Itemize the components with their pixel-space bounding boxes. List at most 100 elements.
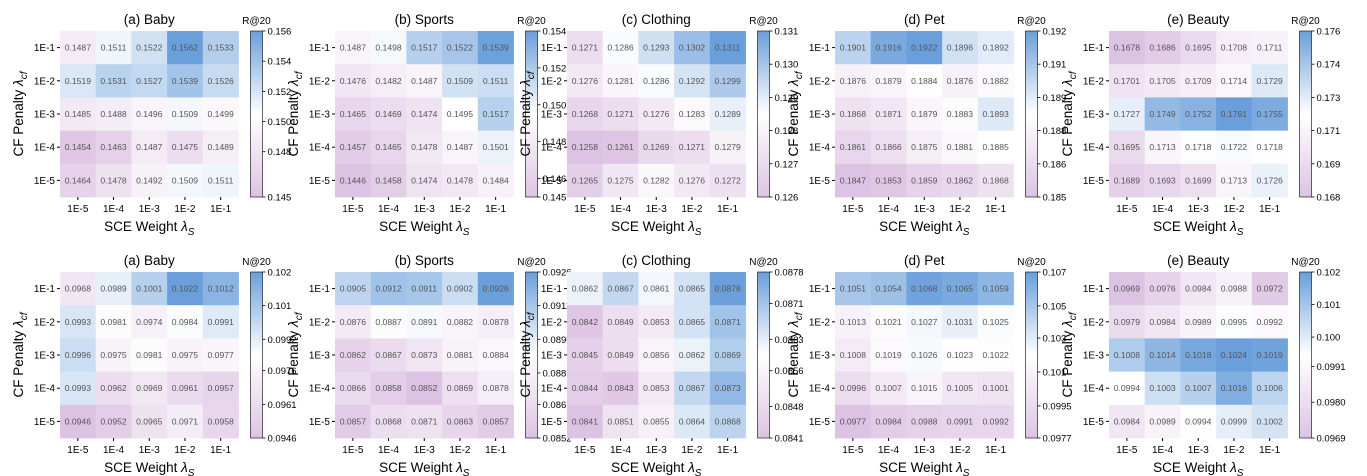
heatmap-cell	[977, 305, 1014, 339]
heatmap-cell	[406, 305, 443, 339]
heatmap-cell	[1180, 404, 1217, 439]
heatmap-cell	[906, 404, 943, 439]
cell-value-label: 0.0977	[840, 416, 867, 426]
cell-value-label: 0.0977	[208, 350, 235, 360]
y-tick-label: 1E-2	[34, 76, 56, 87]
cell-value-label: 0.1485	[65, 109, 92, 119]
cell-value-label: 0.0991	[208, 317, 235, 327]
cell-value-label: 0.0984	[1149, 317, 1176, 327]
heatmap-cell	[406, 64, 443, 98]
cell-value-label: 0.1258	[572, 142, 599, 152]
colorbar-tick-label: 0.152	[268, 87, 292, 98]
heatmap-cell	[942, 130, 979, 165]
heatmap-cell	[977, 97, 1014, 131]
colorbar-metric-label: N@20	[242, 257, 271, 268]
cell-value-label: 0.1884	[911, 76, 938, 86]
cell-value-label: 0.0976	[1149, 284, 1176, 294]
heatmap-panel: (b) Sports 0.0905 0.0912 0.0911 0.0902 0.0926…	[309, 253, 572, 456]
heatmap-panel: (c) Clothing 0.0862 0.0867 0.0861 0.0865 0.08…	[541, 253, 804, 456]
heatmap-cell	[477, 31, 514, 65]
heatmap-cell	[370, 338, 407, 372]
cell-value-label: 0.1517	[483, 109, 510, 119]
cell-value-label: 0.1002	[1257, 416, 1284, 426]
heatmap-cell	[870, 31, 907, 65]
y-tick-label: 1E-2	[309, 76, 331, 87]
cell-value-label: 0.1016	[1221, 383, 1248, 393]
heatmap-cell	[131, 163, 168, 198]
colorbar-metric-label: R@20	[749, 16, 778, 27]
cell-value-label: 0.1711	[1257, 43, 1283, 53]
heatmap-cell	[60, 64, 97, 98]
y-tick-label: 1E-5	[309, 417, 331, 428]
colorbar-tick-label: 0.105	[1043, 301, 1067, 312]
heatmap-cell	[442, 31, 479, 65]
panel-title: (e) Beauty	[1167, 12, 1230, 27]
heatmap-cell	[1109, 371, 1146, 406]
cell-value-label: 0.1279	[715, 142, 742, 152]
y-axis-label-subscript: cf	[19, 311, 30, 320]
heatmap-cell	[1109, 272, 1146, 306]
heatmap-cell	[477, 97, 514, 131]
heatmap-cell	[1180, 371, 1217, 406]
cell-value-label: 0.1875	[911, 142, 938, 152]
cell-value-label: 0.1492	[136, 175, 163, 185]
x-tick-label: 1E-5	[67, 445, 89, 456]
heatmap-cell	[167, 64, 204, 98]
heatmap-cell	[835, 31, 872, 65]
heatmap-cell	[95, 305, 132, 339]
x-axis-label: SCE Weight λS	[379, 219, 470, 238]
colorbar-tick-label: 0.101	[1043, 367, 1067, 378]
heatmap-cell	[870, 272, 907, 306]
cell-value-label: 0.0884	[483, 350, 510, 360]
colorbar-metric-label: R@20	[242, 16, 271, 27]
cell-value-label: 0.1487	[340, 43, 367, 53]
cell-value-label: 0.1511	[101, 43, 127, 53]
heatmap-cell	[602, 97, 639, 131]
heatmap-cell	[835, 404, 872, 439]
colorbar-tick-label: 0.145	[268, 193, 292, 204]
x-axis-label-subscript: S	[1237, 227, 1244, 238]
heatmap-cell	[674, 163, 711, 198]
heatmap-cell	[638, 97, 675, 131]
cell-value-label: 0.1283	[679, 109, 706, 119]
heatmap-cell	[906, 305, 943, 339]
cell-value-label: 0.1693	[1149, 175, 1176, 185]
cell-value-label: 0.1531	[100, 76, 127, 86]
x-axis-label-subscript: S	[463, 468, 470, 476]
heatmap-cell	[1216, 272, 1253, 306]
y-tick-label: 1E-3	[34, 351, 56, 362]
panel-title: (d) Pet	[904, 12, 945, 27]
cell-value-label: 0.1859	[911, 175, 938, 185]
x-tick-label: 1E-3	[139, 445, 161, 456]
x-axis-label-subscript: S	[963, 227, 970, 238]
cell-value-label: 0.1509	[172, 175, 199, 185]
colorbar-metric-label: N@20	[749, 257, 778, 268]
x-axis-label-text: SCE Weight	[611, 219, 688, 234]
x-tick-label: 1E-2	[449, 204, 471, 215]
colorbar-tick-label: 0.148	[268, 147, 292, 158]
cell-value-label: 0.1749	[1149, 109, 1176, 119]
x-axis-label: SCE Weight λS	[1153, 219, 1244, 238]
colorbar-metric-label: N@20	[517, 257, 546, 268]
x-tick-label: 1E-1	[485, 204, 507, 215]
y-axis-label-subscript: cf	[1068, 70, 1079, 79]
y-axis-label-text: CF Penalty	[518, 86, 533, 157]
cell-value-label: 0.1495	[447, 109, 474, 119]
cell-value-label: 0.1862	[947, 175, 974, 185]
cell-value-label: 0.1268	[572, 109, 599, 119]
x-axis-label-subscript: S	[188, 227, 195, 238]
heatmap-cell	[567, 31, 604, 65]
x-tick-label: 1E-2	[1223, 445, 1245, 456]
cell-value-label: 0.0989	[1185, 317, 1212, 327]
cell-value-label: 0.0999	[1221, 416, 1248, 426]
cell-value-label: 0.1729	[1257, 76, 1284, 86]
cell-value-label: 0.1446	[340, 175, 367, 185]
heatmap-cell	[674, 305, 711, 339]
x-axis-label-symbol: λ	[455, 460, 463, 475]
heatmap-cell	[942, 338, 979, 372]
cell-value-label: 0.1024	[1221, 350, 1248, 360]
heatmap-cell	[406, 272, 443, 306]
x-tick-label: 1E-3	[914, 204, 936, 215]
cell-value-label: 0.0866	[340, 383, 367, 393]
colorbar	[250, 271, 263, 439]
